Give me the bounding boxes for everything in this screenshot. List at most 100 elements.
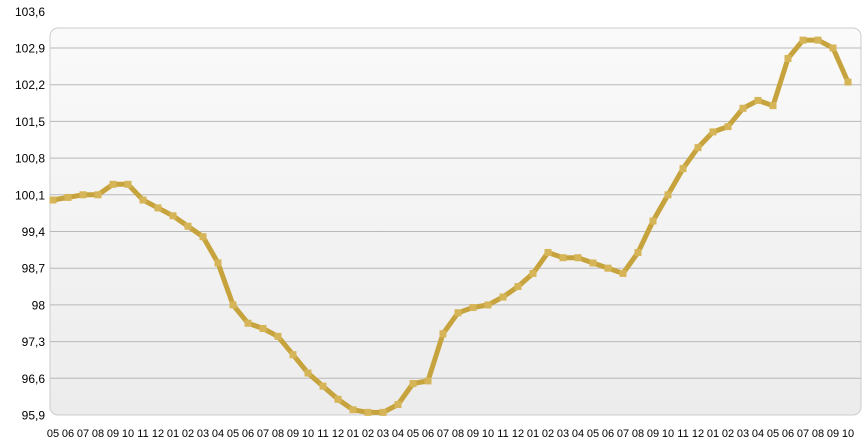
data-point-marker — [604, 264, 612, 272]
x-tick-label: 10 — [662, 428, 674, 440]
x-tick-label: 02 — [182, 428, 194, 440]
x-tick-label: 10 — [122, 428, 134, 440]
x-tick-label: 06 — [782, 428, 794, 440]
data-point-marker — [484, 301, 492, 309]
data-point-marker — [514, 283, 522, 291]
data-point-marker — [124, 180, 132, 188]
x-tick-label: 01 — [527, 428, 539, 440]
x-tick-label: 10 — [842, 428, 854, 440]
x-tick-label: 05 — [227, 428, 239, 440]
data-point-marker — [469, 304, 477, 312]
data-point-marker — [349, 406, 357, 414]
x-tick-label: 11 — [137, 428, 148, 440]
x-tick-label: 02 — [542, 428, 554, 440]
x-tick-label: 01 — [167, 428, 179, 440]
x-tick-label: 11 — [677, 428, 688, 440]
data-point-marker — [664, 191, 672, 199]
plot-area — [49, 27, 862, 416]
x-tick-label: 09 — [107, 428, 119, 440]
x-tick-label: 04 — [392, 428, 404, 440]
x-tick-label: 07 — [77, 428, 89, 440]
x-tick-label: 08 — [272, 428, 284, 440]
data-point-marker — [79, 191, 87, 199]
y-tick-label: 102,2 — [15, 78, 45, 92]
data-point-marker — [244, 319, 252, 327]
x-tick-label: 09 — [287, 428, 299, 440]
data-point-marker — [109, 180, 117, 188]
x-tick-label: 06 — [602, 428, 614, 440]
data-point-marker — [574, 254, 582, 262]
data-point-marker — [94, 191, 102, 199]
x-tick-label: 07 — [797, 428, 809, 440]
x-tick-label: 05 — [767, 428, 779, 440]
data-point-marker — [499, 293, 507, 301]
data-point-marker — [424, 377, 432, 385]
x-tick-label: 08 — [92, 428, 104, 440]
data-point-marker — [184, 222, 192, 230]
y-axis-labels: 95,9 96,6 97,3 98 98,7 99,4 100,1 100,8 101,5 102… — [15, 5, 45, 423]
x-tick-label: 12 — [692, 428, 704, 440]
x-tick-label: 08 — [632, 428, 644, 440]
data-point-marker — [334, 395, 342, 403]
data-point-marker — [319, 382, 327, 390]
y-tick-label: 97,3 — [22, 335, 46, 349]
x-tick-label: 05 — [587, 428, 599, 440]
data-point-marker — [394, 401, 402, 409]
x-tick-label: 09 — [827, 428, 839, 440]
data-point-marker — [289, 351, 297, 359]
data-point-marker — [439, 330, 447, 338]
data-point-marker — [409, 380, 417, 388]
x-tick-label: 04 — [752, 428, 764, 440]
y-tick-label: 102,9 — [15, 42, 45, 56]
data-point-marker — [214, 259, 222, 267]
x-tick-label: 01 — [707, 428, 719, 440]
y-tick-label: 96,6 — [22, 372, 46, 386]
x-tick-label: 12 — [512, 428, 524, 440]
y-tick-label: 100,8 — [15, 152, 45, 166]
y-tick-label: 95,9 — [22, 409, 46, 423]
x-tick-label: 01 — [347, 428, 359, 440]
data-point-marker — [199, 233, 207, 241]
data-point-marker — [724, 123, 732, 131]
data-point-marker — [814, 36, 822, 44]
data-point-marker — [739, 104, 747, 112]
x-tick-label: 07 — [617, 428, 629, 440]
x-tick-label: 10 — [482, 428, 494, 440]
x-tick-label: 11 — [497, 428, 508, 440]
x-tick-label: 03 — [377, 428, 389, 440]
x-tick-label: 06 — [62, 428, 74, 440]
data-markers — [49, 36, 852, 416]
x-tick-label: 03 — [737, 428, 749, 440]
data-point-marker — [304, 369, 312, 377]
data-point-marker — [49, 196, 57, 204]
y-tick-label: 98,7 — [22, 262, 46, 276]
data-point-marker — [679, 165, 687, 173]
data-point-marker — [529, 269, 537, 277]
x-tick-label: 04 — [572, 428, 584, 440]
x-tick-label: 09 — [647, 428, 659, 440]
data-point-marker — [64, 193, 72, 201]
data-point-marker — [619, 269, 627, 277]
x-tick-label: 05 — [47, 428, 59, 440]
data-point-marker — [829, 44, 837, 52]
x-axis-labels: 05 06 07 08 09 10 11 12 01 02 03 04 05 06 07 08 09 10 11 12… — [47, 428, 854, 440]
data-point-marker — [589, 259, 597, 267]
data-point-marker — [169, 212, 177, 220]
data-point-marker — [454, 309, 462, 317]
data-point-marker — [754, 96, 762, 104]
x-tick-label: 02 — [362, 428, 374, 440]
x-tick-label: 02 — [722, 428, 734, 440]
x-tick-label: 12 — [332, 428, 344, 440]
x-tick-label: 08 — [812, 428, 824, 440]
x-tick-label: 03 — [557, 428, 569, 440]
x-tick-label: 07 — [257, 428, 269, 440]
x-tick-label: 09 — [467, 428, 479, 440]
data-point-marker — [259, 324, 267, 332]
y-tick-label: 99,4 — [22, 225, 46, 239]
data-point-marker — [844, 78, 852, 86]
x-tick-label: 03 — [197, 428, 209, 440]
data-point-marker — [379, 408, 387, 416]
data-point-marker — [559, 254, 567, 262]
data-point-marker — [229, 301, 237, 309]
